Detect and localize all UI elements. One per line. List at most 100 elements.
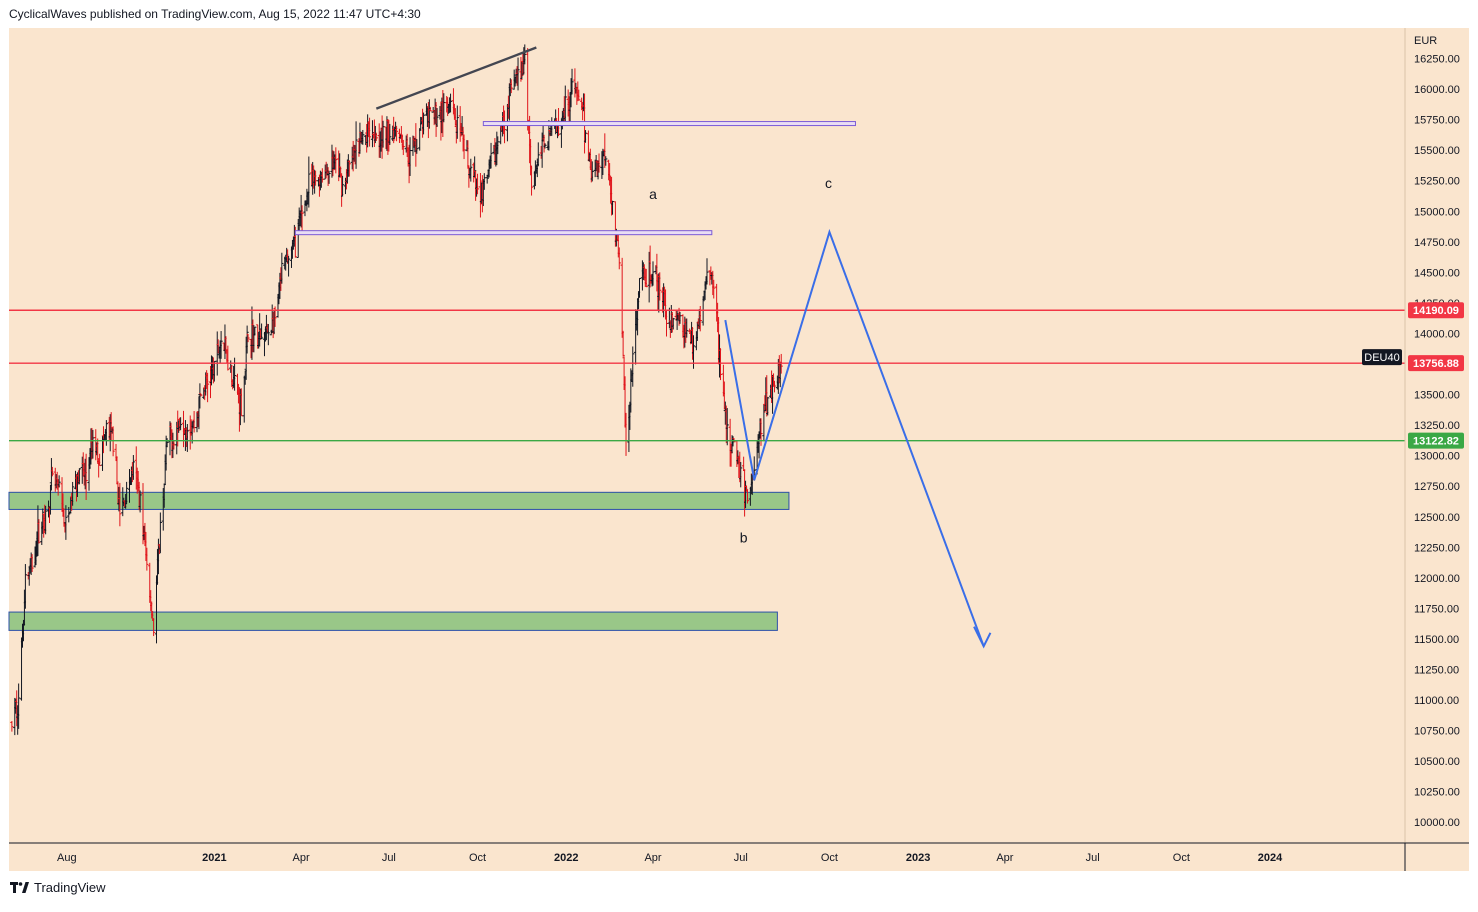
y-tick-label: 16000.00: [1414, 84, 1460, 96]
ohlc-bar: [286, 255, 291, 277]
ohlc-bar: [705, 258, 709, 285]
ohlc-bar: [206, 372, 210, 403]
ohlc-bar: [340, 175, 345, 197]
ohlc-bar: [115, 456, 119, 485]
y-tick-label: 10750.00: [1414, 726, 1460, 738]
ohlc-bar: [516, 57, 520, 91]
ohlc-bar: [10, 721, 14, 732]
ohlc-bar: [258, 313, 262, 347]
resistance-upper-price-tag[interactable]: 14190.09: [1408, 302, 1464, 319]
x-tick-label: Jul: [1086, 852, 1100, 864]
ohlc-bar: [57, 475, 61, 488]
ohlc-bar: [519, 56, 523, 82]
y-tick-label: 13000.00: [1414, 451, 1460, 463]
ohlc-bar: [104, 420, 108, 446]
ohlc-bar: [280, 252, 284, 284]
y-tick-label: 12000.00: [1414, 573, 1460, 585]
ohlc-bar: [158, 512, 162, 554]
currency-label: EUR: [1414, 35, 1437, 47]
support-price-tag[interactable]: 13122.82: [1408, 432, 1464, 449]
ohlc-bar: [428, 106, 432, 112]
y-tick-label: 10500.00: [1414, 756, 1460, 768]
ohlc-bar: [131, 455, 135, 480]
ohlc-bar: [331, 150, 335, 177]
ohlc-bar: [199, 393, 203, 397]
ohlc-bar: [766, 396, 770, 416]
ohlc-bar: [37, 519, 41, 544]
trend-line[interactable]: [375, 46, 537, 110]
ohlc-bar: [448, 93, 453, 113]
svg-text:13756.88: 13756.88: [1413, 358, 1459, 370]
svg-text:DEU40: DEU40: [1364, 352, 1399, 364]
ohlc-bar: [590, 161, 594, 182]
y-tick-label: 12750.00: [1414, 481, 1460, 493]
ohlc-bar: [529, 165, 534, 196]
tradingview-brand[interactable]: TradingView: [34, 880, 106, 895]
ohlc-bar: [307, 156, 311, 208]
svg-text:13122.82: 13122.82: [1413, 436, 1459, 448]
wave-projection-line[interactable]: [724, 228, 985, 647]
publish-header: CyclicalWaves published on TradingView.c…: [9, 7, 421, 21]
publisher-name[interactable]: CyclicalWaves: [9, 7, 87, 21]
ohlc-bar: [253, 326, 257, 336]
y-tick-label: 12500.00: [1414, 512, 1460, 524]
ohlc-bar: [388, 123, 392, 145]
ohlc-bar: [415, 139, 419, 154]
ohlc-bar: [347, 160, 351, 177]
wave-c-label[interactable]: c: [825, 175, 832, 191]
zone-upper[interactable]: [8, 491, 790, 510]
channel-lower[interactable]: [294, 230, 713, 236]
zone-lower[interactable]: [8, 611, 778, 631]
ohlc-bar: [165, 438, 169, 447]
ohlc-bar: [570, 68, 574, 95]
ohlc-bar: [64, 505, 68, 540]
wave-b-label[interactable]: b: [740, 529, 748, 545]
x-tick-label: 2021: [202, 852, 226, 864]
ohlc-bar: [164, 435, 168, 471]
ohlc-bar: [435, 108, 439, 127]
ohlc-bar: [475, 173, 480, 195]
y-tick-label: 14000.00: [1414, 328, 1460, 340]
ohlc-bar: [50, 466, 54, 477]
ohlc-bar: [671, 317, 675, 330]
time-axis[interactable]: Aug 2021 Apr Jul Oct 2022 Apr Jul Oct 2023 Apr Jul O…: [57, 852, 1283, 864]
ohlc-bar: [374, 132, 378, 141]
ohlc-bar: [536, 142, 540, 167]
ohlc-bar: [246, 333, 250, 343]
ohlc-bar: [658, 272, 662, 301]
ohlc-bar: [644, 268, 648, 288]
y-tick-label: 13250.00: [1414, 420, 1460, 432]
ohlc-bar: [118, 482, 122, 527]
chart-background: [9, 28, 1469, 871]
publish-info: published on TradingView.com, Aug 15, 20…: [89, 7, 421, 21]
ohlc-bar: [245, 325, 249, 354]
channel-upper[interactable]: [482, 121, 856, 127]
footer: TradingView: [10, 880, 106, 895]
y-tick-label: 10250.00: [1414, 787, 1460, 799]
ohlc-bar: [744, 485, 749, 492]
y-tick-label: 10000.00: [1414, 817, 1460, 829]
y-tick-label: 15000.00: [1414, 206, 1460, 218]
ohlc-bar: [712, 279, 716, 299]
ohlc-bar: [152, 618, 156, 637]
ticker-tag[interactable]: DEU40: [1362, 349, 1402, 366]
ohlc-bar: [577, 89, 581, 101]
ohlc-bar: [631, 346, 635, 387]
y-tick-label: 11500.00: [1414, 634, 1459, 646]
y-tick-label: 15250.00: [1414, 176, 1460, 188]
ohlc-bar: [219, 331, 223, 359]
x-tick-label: 2024: [1258, 852, 1283, 864]
wave-a-label[interactable]: a: [649, 186, 657, 202]
ohlc-bar: [125, 481, 129, 505]
tradingview-logo-icon[interactable]: [10, 881, 29, 894]
ohlc-bar: [179, 417, 183, 431]
ohlc-bar: [489, 142, 493, 169]
ohlc-bar: [509, 79, 513, 94]
x-tick-label: Oct: [469, 852, 486, 864]
x-tick-label: Aug: [57, 852, 77, 864]
resistance-lower-price-tag[interactable]: 13756.88: [1408, 355, 1464, 372]
ohlc-bar: [327, 170, 331, 184]
ohlc-bar: [361, 129, 365, 145]
